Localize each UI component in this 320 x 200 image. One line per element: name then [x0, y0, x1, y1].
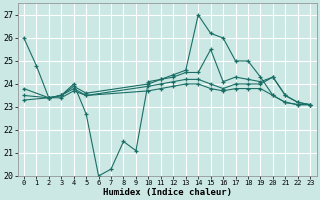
X-axis label: Humidex (Indice chaleur): Humidex (Indice chaleur): [103, 188, 232, 197]
